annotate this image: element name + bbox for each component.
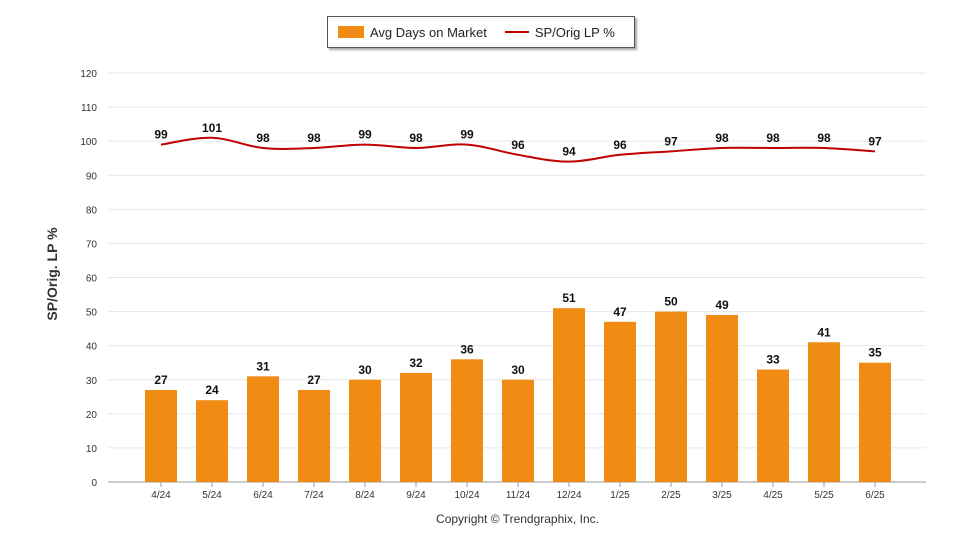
- bar-11-24: [502, 379, 534, 482]
- line-value-label: 99: [154, 128, 168, 142]
- line-value-label: 98: [766, 131, 780, 145]
- bar-5-25: [808, 342, 840, 482]
- bar-value-label: 51: [562, 291, 576, 305]
- x-tick-label: 6/25: [865, 490, 885, 501]
- x-tick-label: 5/25: [814, 490, 834, 501]
- y-tick-label: 50: [86, 308, 98, 319]
- bar-value-label: 41: [817, 325, 831, 339]
- bar-6-24: [247, 376, 279, 482]
- line-value-label: 97: [664, 134, 678, 148]
- y-tick-label: 110: [81, 103, 97, 114]
- legend-swatch-bar: [338, 26, 364, 38]
- x-tick-label: 9/24: [406, 490, 426, 501]
- line-value-label: 98: [715, 131, 729, 145]
- y-tick-label: 40: [86, 342, 98, 353]
- x-tick-label: 3/25: [712, 490, 732, 501]
- x-tick-label: 4/24: [151, 490, 171, 501]
- x-tick-label: 7/24: [304, 490, 324, 501]
- y-tick-label: 10: [86, 444, 98, 455]
- line-value-label: 98: [256, 131, 270, 145]
- legend-label-bar: Avg Days on Market: [370, 24, 487, 40]
- line-value-label: 98: [409, 131, 423, 145]
- bar-value-label: 30: [358, 363, 372, 377]
- x-tick-label: 2/25: [661, 490, 681, 501]
- line-value-label: 98: [817, 131, 831, 145]
- y-tick-label: 20: [86, 410, 98, 421]
- bar-10-24: [451, 359, 483, 482]
- bar-value-label: 36: [460, 342, 474, 356]
- line-value-label: 97: [868, 134, 882, 148]
- bar-5-24: [196, 400, 228, 482]
- bar-value-label: 33: [766, 353, 780, 367]
- x-tick-label: 12/24: [556, 490, 581, 501]
- y-tick-label: 120: [80, 69, 97, 80]
- bar-value-label: 24: [205, 383, 219, 397]
- bar-8-24: [349, 379, 381, 482]
- bar-12-24: [553, 308, 585, 482]
- line-series-sp-orig-lp: [160, 136, 876, 163]
- bar-value-label: 30: [511, 363, 525, 377]
- bar-value-label: 31: [256, 359, 270, 373]
- line-value-label: 94: [562, 145, 576, 159]
- legend-label-line: SP/Orig LP %: [534, 24, 615, 40]
- y-tick-label: 0: [91, 478, 97, 489]
- line-value-label: 99: [358, 128, 372, 142]
- bar-9-24: [400, 372, 432, 482]
- x-tick-label: 5/24: [202, 490, 222, 501]
- x-tick-label: 10/24: [454, 490, 479, 501]
- line-value-label: 101: [202, 121, 222, 135]
- x-tick-label: 8/24: [355, 490, 375, 501]
- y-tick-label: 70: [86, 239, 98, 250]
- bar-4-25: [757, 369, 789, 482]
- x-tick-label: 4/25: [763, 490, 783, 501]
- y-tick-label: 30: [86, 376, 98, 387]
- line-value-label: 96: [511, 138, 525, 152]
- bar-value-label: 32: [409, 356, 423, 370]
- bar-6-25: [859, 362, 891, 482]
- line-value-label: 96: [613, 138, 627, 152]
- bar-1-25: [604, 321, 636, 482]
- y-tick-label: 80: [86, 205, 98, 216]
- bar-value-label: 47: [613, 305, 627, 319]
- x-tick-label: 1/25: [610, 490, 630, 501]
- legend-item-line: SP/Orig LP %: [504, 24, 615, 40]
- x-tick-label: 6/24: [253, 490, 273, 501]
- line-value-label: 99: [460, 128, 474, 142]
- copyright-text: Copyright © Trendgraphix, Inc.: [436, 512, 599, 526]
- bar-value-label: 35: [868, 346, 882, 360]
- x-tick-label: 11/24: [506, 490, 531, 501]
- bar-value-label: 27: [307, 373, 321, 387]
- y-axis-title: SP/Orig. LP %: [44, 227, 60, 321]
- y-tick-label: 100: [80, 137, 97, 148]
- legend-swatch-line: [504, 31, 529, 33]
- bar-4-24: [145, 389, 177, 482]
- y-tick-label: 90: [86, 171, 98, 182]
- bar-value-label: 27: [154, 373, 168, 387]
- line-value-label: 98: [307, 131, 321, 145]
- bar-2-25: [655, 311, 687, 482]
- bar-value-label: 49: [715, 298, 729, 312]
- y-tick-label: 60: [86, 274, 98, 285]
- bar-7-24: [298, 389, 330, 482]
- bar-3-25: [706, 314, 738, 482]
- legend: Avg Days on Market SP/Orig LP %: [327, 16, 635, 48]
- legend-item-bar: Avg Days on Market: [338, 25, 487, 40]
- bar-value-label: 50: [664, 295, 678, 309]
